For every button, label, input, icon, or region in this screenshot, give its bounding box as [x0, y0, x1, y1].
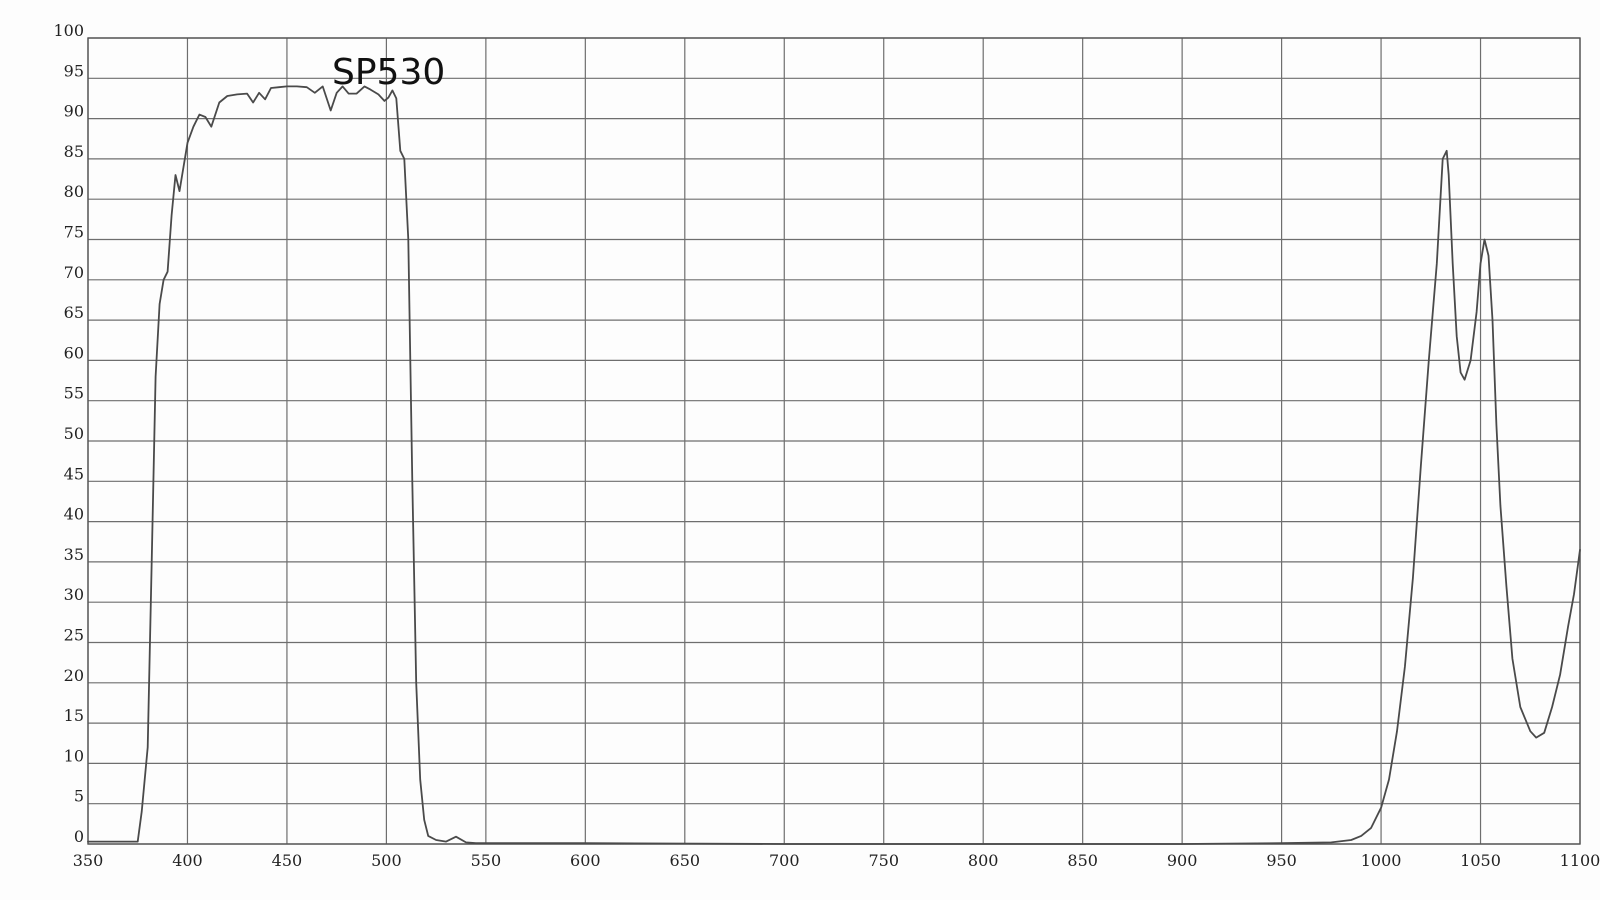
y-tick-label: 85: [64, 142, 84, 161]
x-tick-label: 750: [868, 851, 899, 870]
y-tick-label: 40: [64, 505, 84, 524]
y-tick-label: 10: [64, 746, 84, 765]
x-tick-label: 950: [1266, 851, 1297, 870]
x-tick-label: 650: [670, 851, 701, 870]
y-tick-label: 55: [64, 384, 84, 403]
y-tick-label: 45: [64, 464, 84, 483]
x-tick-label: 350: [73, 851, 104, 870]
transmission-curve: [87, 85, 1581, 845]
x-tick-label: 1100: [1560, 851, 1600, 870]
x-tick-label: 700: [769, 851, 800, 870]
y-tick-label: 0: [74, 827, 84, 846]
y-tick-label: 80: [64, 182, 84, 201]
y-axis-ticks: 0 5 10 15 20 25 30 35 40 45 50 55 60 65 70 75 80 85 90 95 10…: [53, 21, 84, 846]
x-tick-label: 500: [371, 851, 402, 870]
y-tick-label: 90: [64, 102, 84, 121]
y-tick-label: 95: [64, 61, 84, 80]
chart-title: SP530: [332, 52, 445, 93]
y-tick-label: 5: [74, 787, 84, 806]
y-tick-label: 50: [64, 424, 84, 443]
grid: [87, 37, 1581, 845]
x-tick-label: 1050: [1460, 851, 1501, 870]
y-tick-label: 25: [64, 626, 84, 645]
y-tick-label: 60: [64, 343, 84, 362]
x-tick-label: 600: [570, 851, 601, 870]
y-tick-label: 75: [64, 223, 84, 242]
x-axis-ticks: 350 400 450 500 550 600 650 700 750 800 850 900 950 1…: [73, 851, 1600, 870]
x-tick-label: 850: [1067, 851, 1098, 870]
x-tick-label: 900: [1167, 851, 1198, 870]
y-tick-label: 100: [53, 21, 84, 40]
x-tick-label: 800: [968, 851, 999, 870]
y-tick-label: 15: [64, 706, 84, 725]
x-tick-label: 550: [471, 851, 502, 870]
y-tick-label: 35: [64, 545, 84, 564]
y-tick-label: 70: [64, 263, 84, 282]
x-tick-label: 400: [172, 851, 203, 870]
series-layer: [87, 85, 1581, 845]
x-tick-label: 1000: [1361, 851, 1402, 870]
y-tick-label: 20: [64, 666, 84, 685]
y-tick-label: 65: [64, 303, 84, 322]
y-tick-label: 30: [64, 585, 84, 604]
x-tick-label: 450: [272, 851, 303, 870]
